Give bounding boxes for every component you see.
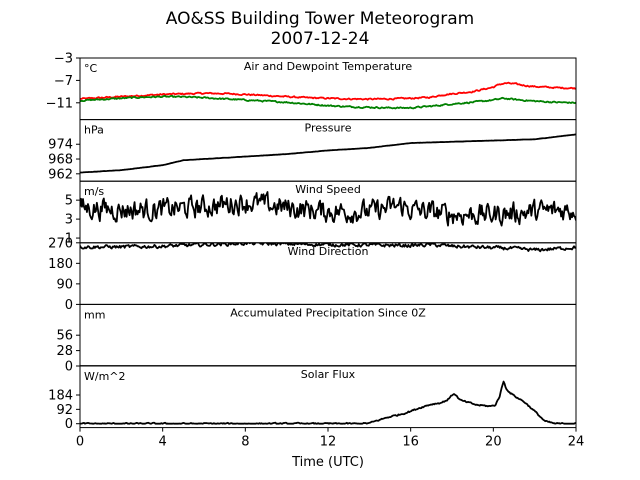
y-tick-label: −3 [54, 52, 73, 67]
figure-title-line2: 2007-12-24 [271, 29, 370, 49]
series-line-5-0 [80, 380, 576, 425]
panel-unit-label: m/s [84, 185, 104, 198]
panels: −3 −7 −11 °C Air and Dewpoint Temperature 962… [46, 52, 577, 432]
panel-unit-label: W/m^2 [84, 370, 126, 383]
panel-unit-label: hPa [84, 124, 104, 137]
series-line-0-0 [80, 81, 576, 101]
panel-title: Solar Flux [301, 368, 356, 381]
y-tick-label: 3 [65, 213, 73, 228]
y-tick-label: 28 [56, 344, 73, 359]
y-tick-label: 0 [65, 360, 73, 375]
panel-title: Air and Dewpoint Temperature [244, 60, 412, 73]
x-axis-label: Time (UTC) [291, 455, 364, 470]
panel-title: Accumulated Precipitation Since 0Z [230, 306, 426, 319]
x-tick-label: 4 [159, 435, 167, 450]
series-line-1-0 [80, 133, 576, 174]
panel-unit-label: °C [84, 62, 98, 75]
y-tick-label: 90 [56, 277, 73, 292]
y-tick-label: 968 [48, 153, 73, 168]
y-tick-label: 270 [48, 236, 73, 251]
panel-unit-label: mm [84, 308, 105, 321]
y-tick-label: 974 [48, 138, 73, 153]
y-tick-label: 180 [48, 257, 73, 272]
x-tick-label: 16 [402, 435, 419, 450]
y-tick-label: 1 [65, 232, 73, 247]
panel-title: Wind Speed [295, 183, 361, 196]
y-tick-label: 962 [48, 167, 73, 182]
panel-title: Wind Direction [288, 245, 369, 258]
panel-3: 0 90 180 270 Wind Direction [48, 236, 577, 313]
x-axis: 0 4 8 12 16 20 24 [76, 427, 585, 450]
x-tick-label: 20 [485, 435, 502, 450]
y-tick-label: 5 [65, 194, 73, 209]
series-line-0-1 [80, 94, 576, 110]
y-tick-label: −11 [46, 96, 73, 111]
x-tick-label: 0 [76, 435, 84, 450]
figure-title-line1: AO&SS Building Tower Meteorogram [166, 9, 474, 29]
panel-0: −3 −7 −11 °C Air and Dewpoint Temperature [46, 52, 577, 121]
y-tick-label: 92 [56, 403, 73, 418]
y-tick-label: −7 [54, 74, 73, 89]
y-tick-label: 0 [65, 298, 73, 313]
y-tick-label: 184 [48, 389, 73, 404]
y-tick-label: 56 [56, 329, 73, 344]
panel-title: Pressure [305, 122, 352, 135]
series-line-2-0 [80, 191, 576, 227]
x-tick-label: 24 [568, 435, 585, 450]
x-tick-label: 12 [320, 435, 337, 450]
y-tick-label: 0 [65, 417, 73, 432]
x-tick-label: 8 [241, 435, 249, 450]
